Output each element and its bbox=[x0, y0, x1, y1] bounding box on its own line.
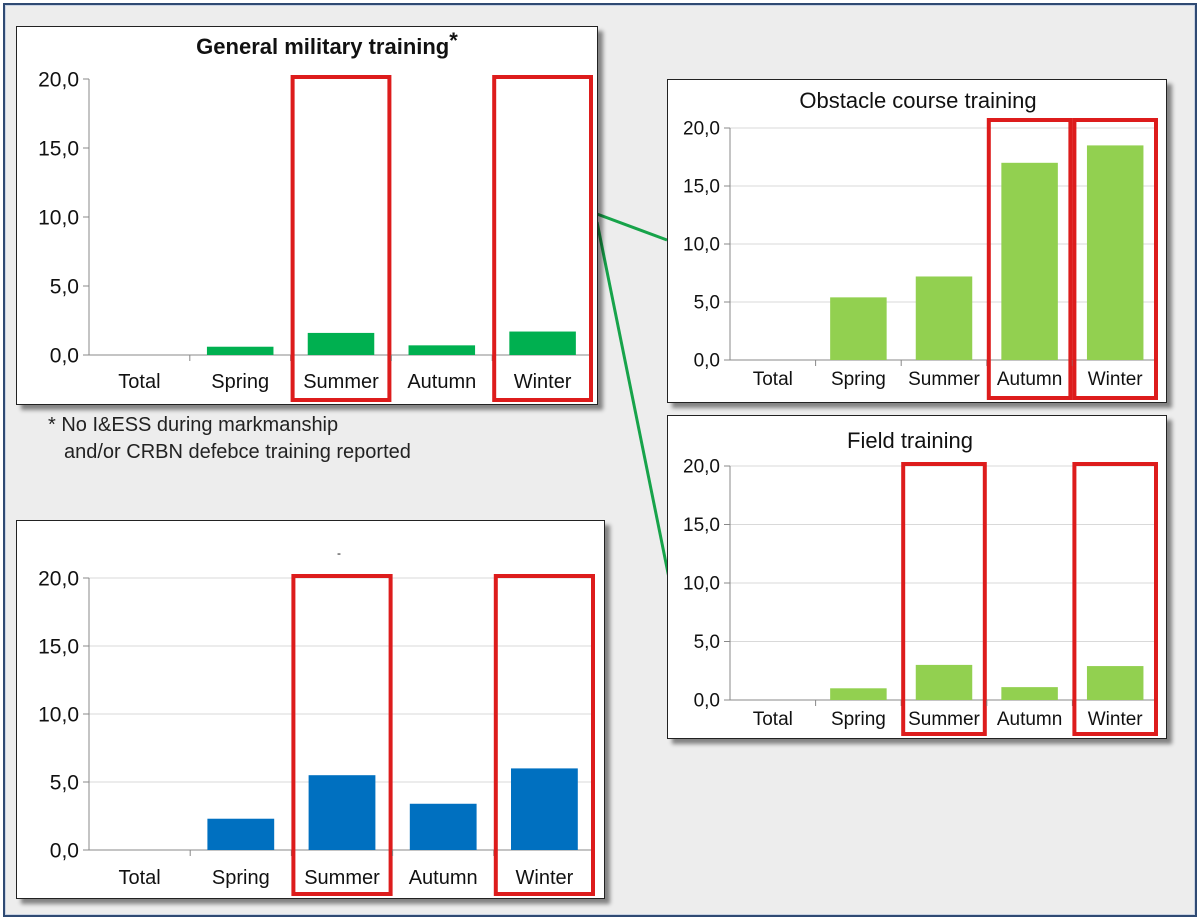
bottom-highlight-winter bbox=[493, 574, 595, 896]
general-category-label-total: Total bbox=[118, 371, 160, 393]
general-bar-autumn bbox=[408, 345, 476, 355]
bottom-category-label-winter: Winter bbox=[516, 867, 574, 889]
field-category-label-autumn: Autumn bbox=[997, 709, 1062, 730]
field-y-tick-label: 5,0 bbox=[694, 632, 720, 653]
obstacle-y-tick-label: 20,0 bbox=[683, 119, 720, 140]
field-y-tick-label: 0,0 bbox=[694, 691, 720, 712]
obstacle-category-label-winter: Winter bbox=[1088, 369, 1144, 390]
general-category-label-winter: Winter bbox=[514, 371, 572, 393]
obstacle-highlight-winter bbox=[1072, 118, 1158, 400]
field-bar-summer bbox=[915, 664, 973, 700]
general-title-mark: * bbox=[449, 28, 458, 53]
obstacle-category-label-autumn: Autumn bbox=[997, 369, 1062, 390]
field-chart-svg: Field training 0,0 5,0 10,0 15,0 20,0 Total Spr… bbox=[683, 428, 1158, 736]
general-y-tick-label: 5,0 bbox=[50, 275, 79, 298]
bottom-bar-summer bbox=[308, 775, 376, 850]
bottom-highlight-summer bbox=[291, 574, 393, 896]
bottom-category-label-summer: Summer bbox=[304, 867, 380, 889]
bottom-chart-svg: - 0,0 5,0 10,0 15,0 20,0 Total Spring Summer Autu… bbox=[38, 546, 595, 896]
general-highlight-summer bbox=[290, 75, 392, 402]
chart-general-military: General military training* 0,0 5,0 10,0 15,0… bbox=[16, 26, 598, 405]
chart-obstacle-course: Obstacle course training 0,0 5,0 10,0 15,0 20… bbox=[667, 79, 1167, 403]
field-category-label-summer: Summer bbox=[908, 709, 980, 730]
bottom-category-label-spring: Spring bbox=[212, 867, 270, 889]
field-bar-winter bbox=[1086, 666, 1144, 700]
general-category-label-summer: Summer bbox=[303, 371, 379, 393]
general-bar-winter bbox=[509, 331, 576, 355]
bottom-bar-autumn bbox=[409, 803, 477, 850]
chart-field-training: Field training 0,0 5,0 10,0 15,0 20,0 Total Spr… bbox=[667, 415, 1167, 739]
bottom-y-tick-label: 20,0 bbox=[38, 567, 79, 590]
obstacle-bar-autumn bbox=[1001, 162, 1058, 360]
obstacle-category-label-summer: Summer bbox=[908, 369, 980, 390]
field-category-label-spring: Spring bbox=[831, 709, 886, 730]
general-y-tick-label: 10,0 bbox=[38, 206, 79, 229]
footnote-line-2: and/or CRBN defebce training reported bbox=[64, 441, 411, 463]
general-y-tick-label: 15,0 bbox=[38, 137, 79, 160]
bottom-chart-title: - bbox=[337, 546, 341, 560]
obstacle-category-label-total: Total bbox=[753, 369, 793, 390]
field-y-tick-label: 15,0 bbox=[683, 515, 720, 536]
obstacle-y-tick-label: 0,0 bbox=[694, 351, 720, 372]
obstacle-y-tick-label: 10,0 bbox=[683, 235, 720, 256]
general-chart-svg: General military training* 0,0 5,0 10,0 15,0… bbox=[38, 28, 594, 402]
field-y-tick-label: 20,0 bbox=[683, 457, 720, 478]
general-chart-title: General military training* bbox=[196, 28, 458, 59]
general-y-tick-label: 20,0 bbox=[38, 68, 79, 91]
field-category-label-winter: Winter bbox=[1088, 709, 1144, 730]
obstacle-bar-spring bbox=[830, 297, 887, 360]
obstacle-category-label-spring: Spring bbox=[831, 369, 886, 390]
obstacle-chart-svg: Obstacle course training 0,0 5,0 10,0 15,0 20… bbox=[683, 88, 1158, 400]
field-bar-autumn bbox=[1001, 687, 1058, 700]
bottom-category-label-total: Total bbox=[118, 867, 160, 889]
bottom-category-label-autumn: Autumn bbox=[409, 867, 478, 889]
field-highlight-winter bbox=[1072, 462, 1158, 736]
general-bar-spring bbox=[206, 346, 274, 355]
bottom-bar-winter bbox=[511, 768, 578, 850]
general-category-label-autumn: Autumn bbox=[407, 371, 476, 393]
footnote: * No I&ESS during markmanship and/or CRB… bbox=[48, 412, 411, 466]
obstacle-highlight-autumn bbox=[986, 118, 1073, 400]
obstacle-chart-title: Obstacle course training bbox=[799, 88, 1036, 113]
field-category-label-total: Total bbox=[753, 709, 793, 730]
general-y-tick-label: 0,0 bbox=[50, 344, 79, 367]
general-bar-summer bbox=[307, 332, 375, 355]
obstacle-bar-summer bbox=[915, 276, 973, 360]
obstacle-y-tick-label: 15,0 bbox=[683, 177, 720, 198]
field-bar-spring bbox=[830, 688, 887, 700]
bottom-y-tick-label: 10,0 bbox=[38, 703, 79, 726]
field-highlight-summer bbox=[901, 462, 987, 736]
bottom-y-tick-label: 15,0 bbox=[38, 635, 79, 658]
general-category-label-spring: Spring bbox=[211, 371, 269, 393]
field-y-tick-label: 10,0 bbox=[683, 574, 720, 595]
obstacle-bar-winter bbox=[1086, 145, 1144, 360]
footnote-line-1: * No I&ESS during markmanship bbox=[48, 414, 339, 436]
chart-bottom: - 0,0 5,0 10,0 15,0 20,0 Total Spring Summer Autu… bbox=[16, 520, 605, 899]
bottom-y-tick-label: 5,0 bbox=[50, 771, 79, 794]
obstacle-y-tick-label: 5,0 bbox=[694, 293, 720, 314]
field-chart-title: Field training bbox=[847, 428, 973, 453]
general-highlight-winter bbox=[492, 75, 594, 402]
bottom-bar-spring bbox=[207, 818, 275, 850]
bottom-y-tick-label: 0,0 bbox=[50, 839, 79, 862]
